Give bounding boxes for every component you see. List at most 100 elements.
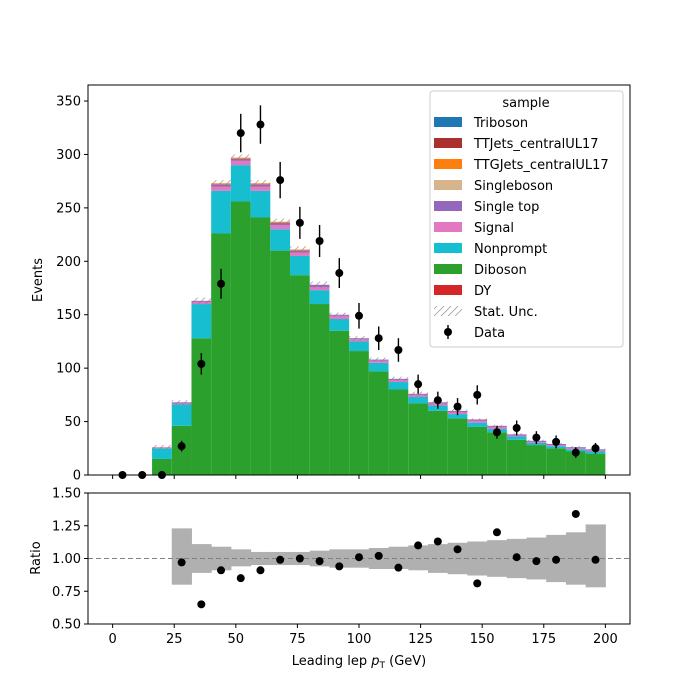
stack-bar-diboson-13 (368, 371, 389, 475)
ratio-y-axis-label: Ratio (29, 541, 44, 574)
ratio-point-19 (552, 555, 561, 564)
legend-label-stat-unc-: Stat. Unc. (474, 305, 538, 320)
main-y-ticks: 0 50 100 150 200 250 300 350 (56, 95, 88, 484)
stack-bar-diboson-11 (329, 330, 350, 475)
stack-bar-diboson-9 (290, 275, 310, 475)
data-point-13 (374, 334, 383, 343)
stat-unc-bin-13 (368, 357, 389, 362)
ratio-xtick-label-8: 200 (593, 632, 618, 647)
stat-unc-bin-7 (250, 180, 271, 187)
stack-bar-nonprompt-17 (447, 414, 468, 419)
stack-bar-nonprompt-13 (368, 362, 389, 372)
stat-unc-bin-2 (152, 445, 172, 450)
legend-label-triboson: Triboson (473, 116, 528, 131)
legend-swatch-signal (434, 222, 462, 232)
legend-swatch-stat-unc- (434, 306, 462, 316)
data-point-5 (217, 279, 226, 288)
data-point-8 (276, 176, 285, 185)
stack-bar-nonprompt-9 (290, 255, 310, 276)
stack-bar-nonprompt-11 (329, 319, 350, 331)
data-point-10 (315, 237, 324, 245)
stack-bar-nonprompt-12 (349, 341, 369, 352)
stack-bar-signal-10 (309, 286, 330, 291)
data-point-16 (433, 396, 442, 405)
ratio-point-0 (177, 558, 186, 567)
data-point-9 (295, 218, 304, 227)
data-point-14 (394, 345, 403, 354)
stack-bar-diboson-7 (250, 217, 271, 475)
legend-swatch-ttgjets-centralul17 (434, 159, 462, 169)
stack-bar-diboson-14 (388, 389, 409, 475)
stack-bar-diboson-10 (309, 304, 330, 475)
stack-bar-diboson-6 (230, 201, 251, 475)
data-point-24 (591, 444, 600, 453)
ratio-point-11 (394, 563, 403, 572)
stack-bar-signal-8 (270, 224, 291, 230)
legend-label-single-top: Single top (474, 200, 539, 215)
ratio-point-12 (414, 541, 423, 550)
ratio-point-15 (473, 579, 482, 588)
main-x-ticks (112, 475, 606, 479)
stack-bar-signal-20 (506, 435, 527, 437)
stack-bar-signal-6 (230, 160, 251, 166)
ratio-unc-band (171, 524, 606, 588)
stat-unc-bin-3 (171, 400, 192, 405)
stack-bar-diboson-22 (546, 448, 566, 475)
legend-swatch-data (444, 328, 452, 336)
ratio-xtick-label-3: 75 (289, 632, 306, 647)
legend-label-signal: Signal (474, 221, 514, 236)
stack-bar-signal-18 (467, 420, 488, 423)
stat-unc-bin-14 (388, 376, 409, 381)
stack-bar-diboson-20 (506, 439, 527, 475)
stat-unc-bin-18 (467, 418, 488, 421)
data-point-7 (256, 120, 265, 129)
stack-bar-diboson-23 (565, 451, 586, 475)
ratio-band-bin-2 (211, 546, 232, 571)
data-point-19 (492, 428, 501, 437)
stat-unc-bin-11 (329, 312, 350, 317)
stack-bar-diboson-15 (408, 403, 428, 475)
ratio-point-9 (355, 553, 363, 562)
ratio-ytick-label-1: 0.75 (52, 585, 81, 600)
main-ytick-label-3: 150 (56, 308, 81, 323)
ratio-point-20 (571, 509, 580, 518)
ratio-points (177, 509, 600, 609)
legend-swatch-dy (434, 285, 462, 295)
stack-bar-diboson-21 (526, 445, 547, 475)
legend-swatch-single-top (434, 201, 462, 211)
stack-bar-nonprompt-3 (171, 404, 192, 426)
legend-label-ttjets-centralul17: TTJets_centralUL17 (473, 137, 599, 152)
stat-unc-bin-10 (309, 281, 330, 289)
ratio-band-bin-11 (388, 546, 409, 569)
stat-unc-bin-6 (230, 154, 251, 161)
legend-swatch-diboson (434, 264, 462, 274)
data-point-18 (473, 390, 482, 399)
data-point-15 (414, 380, 423, 389)
ratio-band-bin-13 (427, 544, 449, 573)
stacked-histogram (152, 157, 606, 475)
main-panel: 0 50 100 150 200 250 300 350 Events sample Trib… (31, 84, 631, 484)
stack-bar-signal-9 (290, 252, 310, 256)
data-points (118, 105, 600, 479)
data-point-22 (552, 437, 561, 446)
ratio-point-8 (335, 562, 344, 571)
data-point-6 (236, 129, 245, 138)
ratio-xtick-label-0: 0 (108, 632, 116, 647)
main-ytick-label-0: 0 (73, 469, 81, 484)
stack-bar-diboson-5 (211, 233, 231, 475)
ratio-point-1 (197, 600, 206, 609)
main-ytick-label-4: 200 (56, 255, 81, 270)
legend-swatch-nonprompt (434, 243, 462, 253)
ratio-x-ticks: 0 25 50 75 100 125 150 175 200 (108, 624, 618, 647)
x-axis-label: Leading lep pT (GeV) (292, 654, 426, 671)
ratio-xtick-label-1: 25 (166, 632, 183, 647)
ratio-band-bin-0 (171, 528, 192, 585)
legend-label-data: Data (474, 326, 505, 341)
data-point-17 (453, 402, 462, 411)
ratio-band-bin-15 (467, 541, 488, 576)
ratio-point-5 (276, 555, 285, 564)
main-y-axis-label: Events (31, 258, 46, 302)
stack-bar-diboson-19 (487, 432, 507, 475)
stack-bar-diboson-12 (349, 351, 369, 475)
stat-unc-bin-12 (349, 336, 369, 341)
